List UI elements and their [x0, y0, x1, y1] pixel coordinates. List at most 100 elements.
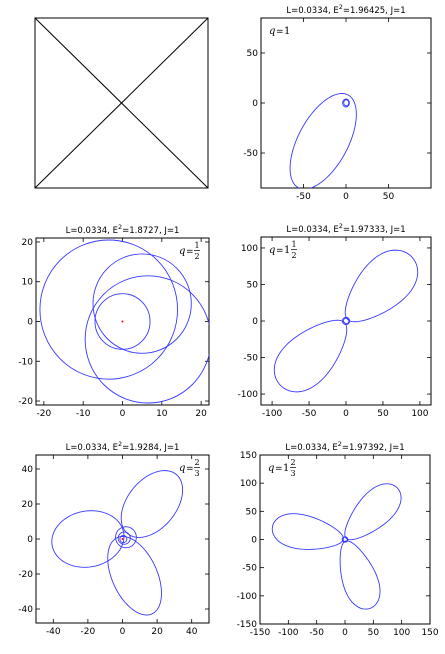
q-denominator: 2	[194, 252, 199, 261]
orbit-whirl	[341, 316, 351, 326]
panel-q1_2_3: L=0.0334, E2=1.97392, J=1-150 -100 -50 0 50 1…	[237, 440, 439, 638]
q-numerator: 2	[194, 458, 199, 467]
y-tick-label: -100	[238, 390, 259, 400]
title-part: =1.9284, J=1	[122, 443, 179, 453]
y-tick-label: 0	[27, 535, 33, 545]
diagonal-line	[34, 17, 209, 189]
x-tick-label: -50	[302, 409, 317, 419]
center-marker	[121, 320, 124, 323]
x-tick-label: 0	[120, 409, 126, 419]
x-tick-label: -10	[76, 409, 91, 419]
y-tick-label: 50	[247, 49, 259, 59]
title-part: L=0.0334, E	[66, 226, 118, 236]
panel-title: L=0.0334, E2=1.97333, J=1	[286, 222, 405, 235]
y-tick-label: -100	[237, 592, 258, 602]
q-label: q	[268, 463, 274, 474]
q-equals: =	[186, 464, 194, 474]
x-tick-label: 0	[342, 628, 348, 638]
y-tick-label: 40	[22, 465, 34, 475]
q-equals: =	[276, 246, 284, 256]
orbit-group	[289, 93, 357, 188]
y-tick-label: 0	[251, 536, 257, 546]
q-denominator: 3	[194, 469, 199, 478]
plot-frame	[259, 454, 431, 625]
title-part: L=0.0334, E	[285, 443, 337, 453]
y-tick-label: -20	[18, 570, 33, 580]
panel-title: L=0.0334, E2=1.97392, J=1	[285, 440, 404, 453]
orbit-group	[51, 470, 184, 616]
q-numerator: 1	[291, 240, 296, 249]
orbit-loop	[84, 275, 209, 404]
orbit-loop	[115, 526, 137, 549]
orbit-loop	[94, 293, 151, 350]
y-tick-label: -50	[243, 354, 258, 364]
plot-frame	[260, 236, 432, 406]
x-tick-label: 0	[343, 192, 349, 202]
x-tick-label: 50	[377, 409, 389, 419]
x-tick-label: 10	[156, 409, 168, 419]
orbit-loop	[117, 531, 131, 545]
q-denominator: 3	[290, 469, 295, 478]
q-numerator: 1	[194, 241, 199, 250]
orbit-loop	[120, 470, 184, 538]
title-part: =1.8727, J=1	[122, 226, 179, 236]
title-superscript: 2	[339, 222, 343, 230]
y-tick-label: 100	[241, 244, 258, 254]
y-tick-label: 10	[22, 278, 34, 288]
orbit-petal	[339, 540, 381, 610]
plot-frame	[260, 17, 432, 189]
y-tick-label: -40	[18, 605, 33, 615]
y-tick-label: 50	[247, 280, 259, 290]
q-numerator: 2	[290, 458, 295, 467]
x-tick-label: 20	[195, 409, 207, 419]
orbit-loop	[107, 536, 162, 616]
y-tick-label: 0	[252, 317, 258, 327]
x-tick-label: -150	[250, 628, 271, 638]
y-tick-label: -50	[243, 149, 258, 159]
orbit-whirl	[341, 536, 349, 543]
x-tick-label: -20	[81, 627, 96, 637]
y-tick-label: 50	[246, 507, 258, 517]
q-equals: =	[276, 27, 284, 37]
title-part: L=0.0334, E	[286, 6, 338, 16]
orbit-whirl	[342, 536, 348, 542]
orbit-group	[39, 239, 209, 404]
q-equals: =	[275, 464, 283, 474]
orbit-loop	[289, 93, 357, 188]
title-superscript: 2	[339, 3, 343, 11]
center-marker	[121, 538, 124, 540]
q-label: q	[179, 246, 185, 257]
title-part: =1.97333, J=1	[343, 225, 406, 235]
y-tick-label: -150	[237, 620, 258, 630]
orbit-loop	[119, 535, 128, 543]
x-tick-label: -100	[262, 409, 283, 419]
x-tick-label: 150	[421, 628, 438, 638]
orbit-petal	[273, 319, 348, 393]
q-label: q	[269, 26, 275, 37]
title-superscript: 2	[338, 440, 342, 448]
orbit-group	[273, 249, 419, 393]
q-label: q	[179, 463, 185, 474]
q-whole: 1	[284, 245, 290, 256]
panel-title: L=0.0334, E2=1.9284, J=1	[66, 440, 180, 453]
x-tick-label: -50	[309, 628, 324, 638]
orbit-petal	[344, 249, 419, 323]
x-tick-label: 100	[411, 409, 428, 419]
panel-q1: L=0.0334, E2=1.96425, J=1 -50 0 50 -50 0 50 q = 1	[243, 3, 432, 202]
q-equals: =	[186, 247, 194, 257]
orbit-petal	[271, 513, 344, 550]
panel-q1_1_2: L=0.0334, E2=1.97333, J=1-100 -50 0 50 100-1…	[238, 222, 432, 419]
x-tick-label: -40	[46, 627, 61, 637]
title-part: L=0.0334, E	[286, 225, 338, 235]
panel-schematic	[34, 17, 209, 189]
y-tick-label: 100	[240, 479, 257, 489]
q-denominator: 2	[291, 251, 296, 260]
y-tick-label: 0	[252, 99, 258, 109]
y-tick-label: 0	[27, 318, 33, 328]
x-tick-label: 20	[151, 627, 163, 637]
y-tick-label: 20	[22, 238, 34, 248]
title-part: =1.96425, J=1	[343, 6, 406, 16]
panel-title: L=0.0334, E2=1.96425, J=1	[286, 3, 405, 16]
title-part: =1.97392, J=1	[342, 443, 405, 453]
